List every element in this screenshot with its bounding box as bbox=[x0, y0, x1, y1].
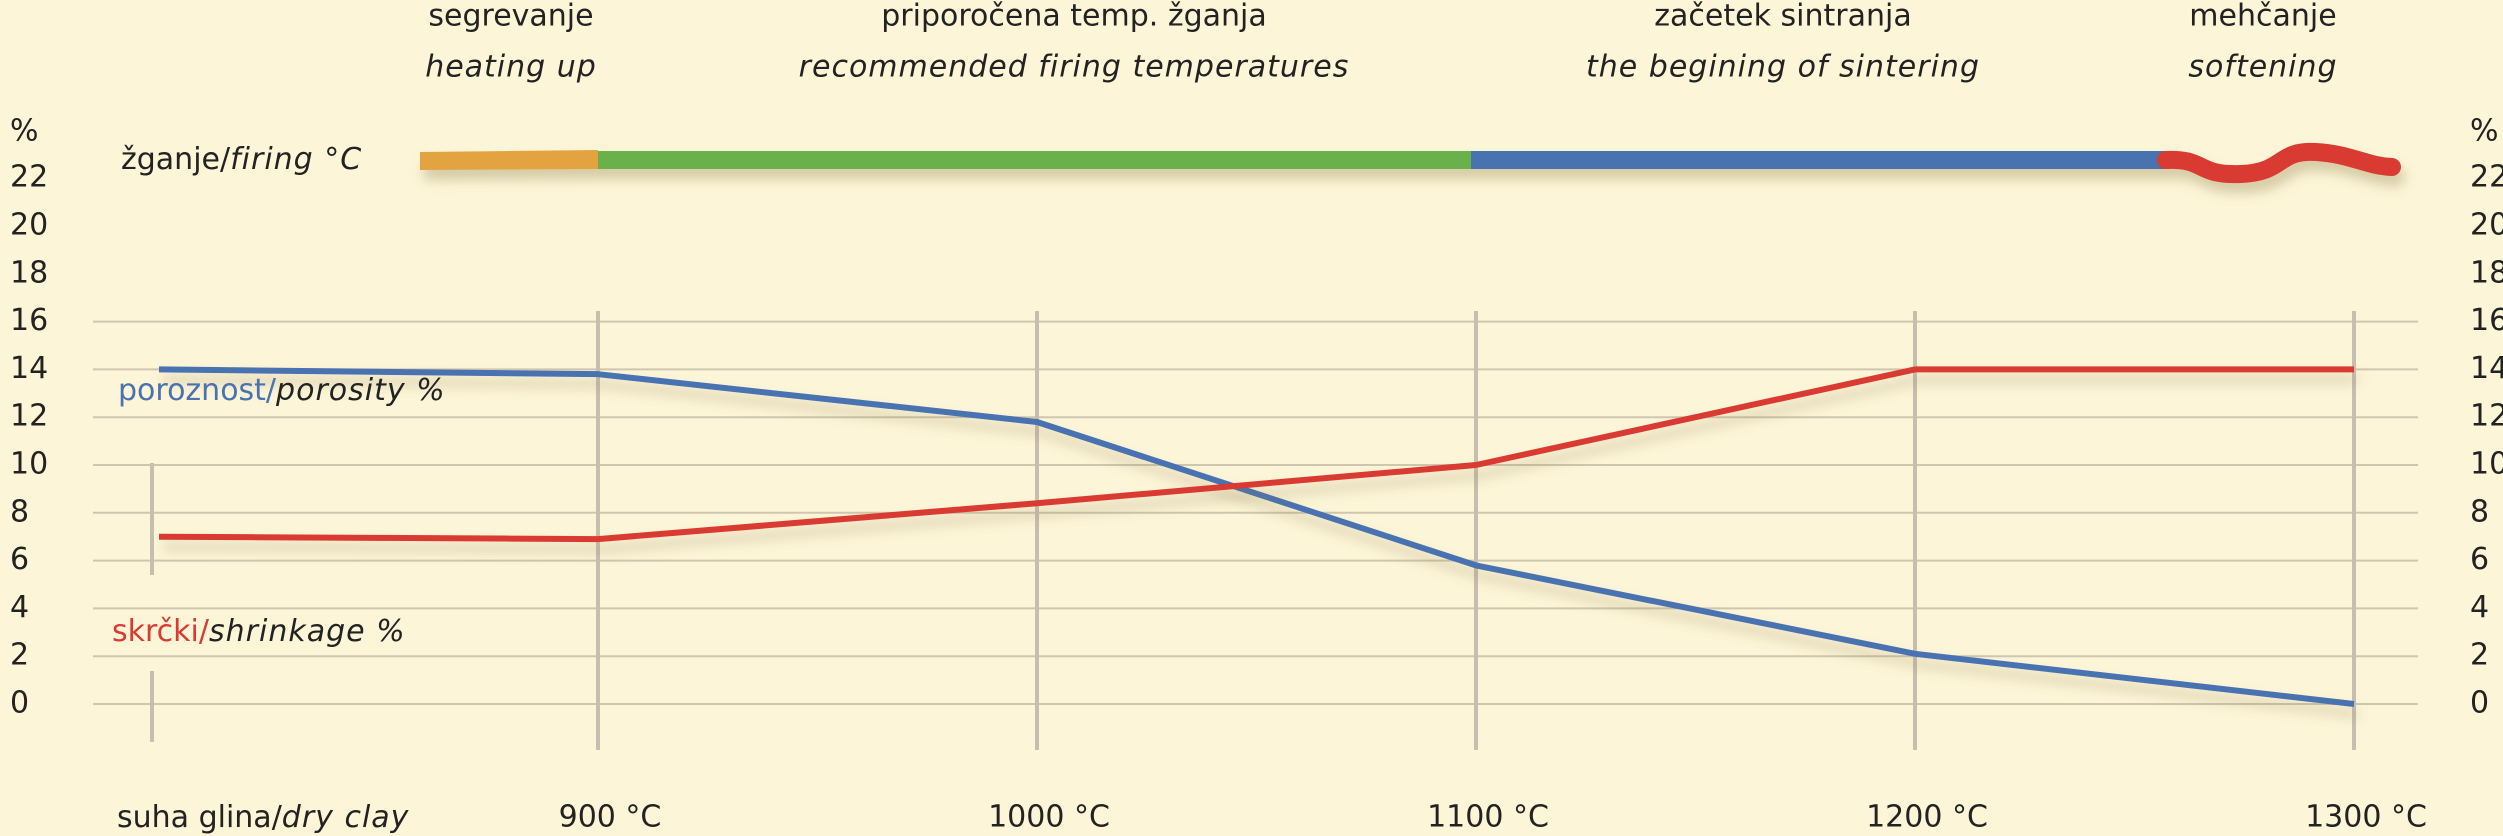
x-tick-label: 1200 °C bbox=[1866, 800, 1988, 835]
y2-tick-label: 0 bbox=[2470, 686, 2489, 721]
stage-bar bbox=[420, 150, 598, 170]
series-line bbox=[158, 366, 2354, 543]
y2-tick-label: 4 bbox=[2470, 590, 2489, 625]
x-tick-label: 1000 °C bbox=[988, 800, 1110, 835]
y-tick-label: 12 bbox=[10, 399, 48, 434]
y2-tick-label: 20 bbox=[2470, 208, 2503, 243]
y-tick-label: 22 bbox=[10, 160, 48, 195]
x-tick-label: 1100 °C bbox=[1427, 800, 1549, 835]
stage-translation: recommended firing temperatures bbox=[799, 50, 1350, 85]
y-tick-label: 0 bbox=[10, 686, 29, 721]
y2-tick-label: 2 bbox=[2470, 638, 2489, 673]
x-tick-label: 1300 °C bbox=[2305, 800, 2427, 835]
stage-translation: softening bbox=[2188, 50, 2337, 85]
y2-tick-label: 8 bbox=[2470, 494, 2489, 529]
stage-name: segrevanje bbox=[428, 0, 593, 34]
y-tick-label: 4 bbox=[10, 590, 29, 625]
y2-tick-label: 22 bbox=[2470, 160, 2503, 195]
stage-translation: heating up bbox=[425, 50, 597, 85]
y2-tick-label: 18 bbox=[2470, 255, 2503, 290]
firing-label: žganje/firing °C bbox=[121, 142, 362, 177]
y2-axis-label: % bbox=[2470, 114, 2499, 149]
y2-tick-label: 6 bbox=[2470, 542, 2489, 577]
series-line bbox=[158, 366, 2355, 707]
y2-tick-label: 12 bbox=[2470, 399, 2503, 434]
x-tick-label: suha glina/dry clay bbox=[117, 800, 410, 835]
y-tick-label: 18 bbox=[10, 255, 48, 290]
y-tick-label: 8 bbox=[10, 494, 29, 529]
firing-bar bbox=[420, 142, 2401, 184]
series-label: skrčki/shrinkage % bbox=[112, 614, 406, 649]
y-axis-label: % bbox=[10, 114, 39, 149]
y-tick-label: 6 bbox=[10, 542, 29, 577]
stage-translation: the begining of sintering bbox=[1586, 50, 1980, 85]
stage-bar bbox=[2157, 142, 2401, 184]
x-tick-label: 900 °C bbox=[559, 800, 662, 835]
y-tick-label: 20 bbox=[10, 208, 48, 243]
y2-tick-label: 10 bbox=[2470, 447, 2503, 482]
y-tick-label: 2 bbox=[10, 638, 29, 673]
y2-tick-label: 14 bbox=[2470, 351, 2503, 386]
stage-name: mehčanje bbox=[2189, 0, 2336, 34]
y-tick-label: 14 bbox=[10, 351, 48, 386]
y-tick-label: 10 bbox=[10, 447, 48, 482]
y2-tick-label: 16 bbox=[2470, 303, 2503, 338]
stage-name: začetek sintranja bbox=[1654, 0, 1911, 34]
stage-name: priporočena temp. žganja bbox=[881, 0, 1267, 34]
stage-bar bbox=[1471, 151, 2166, 169]
stage-bar bbox=[598, 151, 1471, 169]
series-label: poroznost/porosity % bbox=[118, 373, 446, 408]
y-tick-label: 16 bbox=[10, 303, 48, 338]
